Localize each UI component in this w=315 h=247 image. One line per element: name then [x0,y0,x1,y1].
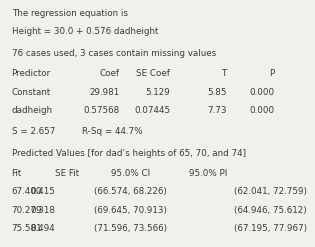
Text: 70.279: 70.279 [11,206,42,215]
Text: P: P [269,69,274,78]
Text: (64.946, 75.612): (64.946, 75.612) [234,206,307,215]
Text: S = 2.657: S = 2.657 [12,127,55,136]
Text: (71.596, 73.566): (71.596, 73.566) [94,224,167,233]
Text: Predictor: Predictor [11,69,50,78]
Text: 29.981: 29.981 [89,88,120,97]
Text: (62.041, 72.759): (62.041, 72.759) [234,187,307,196]
Text: Height = 30.0 + 0.576 dadheight: Height = 30.0 + 0.576 dadheight [12,27,158,36]
Text: Predicted Values [for dad’s heights of 65, 70, and 74]: Predicted Values [for dad’s heights of 6… [12,149,246,158]
Text: 5.129: 5.129 [145,88,170,97]
Text: 0.07445: 0.07445 [134,106,170,115]
Text: 95.0% PI: 95.0% PI [189,169,227,178]
Text: 0.318: 0.318 [30,206,55,215]
Text: (69.645, 70.913): (69.645, 70.913) [94,206,167,215]
Text: T: T [221,69,227,78]
Text: Fit: Fit [11,169,21,178]
Text: (67.195, 77.967): (67.195, 77.967) [234,224,307,233]
Text: SE Coef: SE Coef [136,69,170,78]
Text: Constant: Constant [11,88,50,97]
Text: 5.85: 5.85 [207,88,227,97]
Text: 76 cases used, 3 cases contain missing values: 76 cases used, 3 cases contain missing v… [12,49,216,58]
Text: R-Sq = 44.7%: R-Sq = 44.7% [82,127,142,136]
Text: 0.415: 0.415 [30,187,55,196]
Text: 0.000: 0.000 [249,88,274,97]
Text: 95.0% CI: 95.0% CI [111,169,150,178]
Text: (66.574, 68.226): (66.574, 68.226) [94,187,167,196]
Text: dadheigh: dadheigh [11,106,52,115]
Text: 75.581: 75.581 [11,224,42,233]
Text: Coef: Coef [100,69,120,78]
Text: 0.57568: 0.57568 [83,106,120,115]
Text: SE Fit: SE Fit [55,169,79,178]
Text: The regression equation is: The regression equation is [12,9,128,18]
Text: 7.73: 7.73 [207,106,227,115]
Text: 67.400: 67.400 [11,187,42,196]
Text: 0.494: 0.494 [30,224,55,233]
Text: 0.000: 0.000 [249,106,274,115]
